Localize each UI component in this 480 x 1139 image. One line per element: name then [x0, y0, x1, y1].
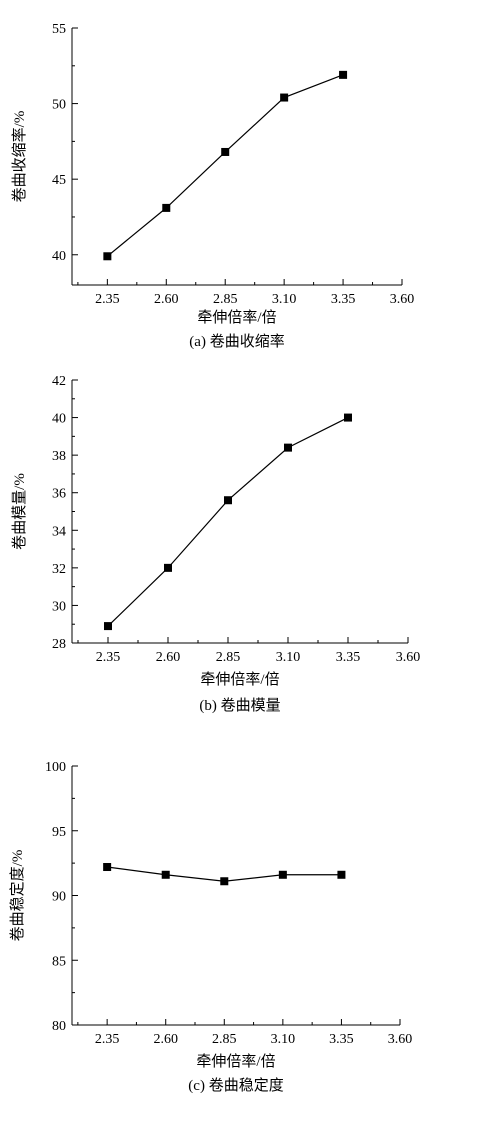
x-axis-label: 牵伸倍率/倍 — [197, 309, 276, 326]
y-tick-label: 45 — [52, 173, 66, 188]
data-point — [221, 147, 230, 156]
x-tick-label: 2.60 — [153, 1032, 178, 1047]
data-point — [162, 203, 171, 212]
y-tick-label: 34 — [52, 524, 66, 539]
x-tick-label: 2.35 — [95, 292, 120, 307]
x-tick-label: 3.10 — [271, 1032, 296, 1047]
data-point — [339, 70, 348, 79]
x-tick-label: 2.85 — [212, 1032, 237, 1047]
y-tick-label: 40 — [52, 412, 66, 427]
x-tick-label: 3.60 — [388, 1032, 413, 1047]
y-axis-label: 卷曲模量/% — [11, 473, 28, 550]
data-point — [104, 622, 112, 631]
y-tick-label: 32 — [52, 562, 66, 577]
x-tick-label: 2.60 — [154, 292, 179, 307]
y-tick-label: 36 — [52, 487, 66, 502]
data-point — [103, 863, 112, 872]
y-tick-label: 40 — [52, 249, 66, 264]
chart-caption: (a) 卷曲收缩率 — [189, 333, 284, 350]
y-tick-label: 95 — [52, 825, 66, 840]
data-point — [220, 877, 229, 886]
x-tick-label: 2.85 — [213, 292, 238, 307]
data-point — [337, 870, 346, 879]
data-point — [280, 93, 289, 102]
x-tick-label: 3.35 — [329, 1032, 354, 1047]
x-tick-label: 2.35 — [96, 650, 121, 665]
chart-caption: (c) 卷曲稳定度 — [188, 1077, 283, 1094]
x-tick-label: 3.35 — [331, 292, 356, 307]
y-tick-label: 55 — [52, 22, 66, 37]
data-point — [278, 870, 287, 879]
y-tick-label: 30 — [52, 599, 66, 614]
x-tick-label: 3.60 — [390, 292, 415, 307]
x-tick-label: 3.60 — [396, 650, 421, 665]
x-tick-label: 2.60 — [156, 650, 181, 665]
series-line — [107, 417, 349, 627]
y-tick-label: 100 — [45, 760, 66, 775]
y-tick-label: 42 — [52, 374, 66, 389]
x-axis-label: 牵伸倍率/倍 — [200, 671, 279, 688]
data-point — [164, 563, 172, 572]
chart-0: 2.35 2.60 2.85 3.10 3.35 3.60 40 45 50 55 卷曲收缩率/% 牵… — [11, 22, 414, 350]
data-point — [344, 413, 352, 422]
y-axis-label: 卷曲收缩率/% — [11, 111, 28, 203]
y-tick-label: 85 — [52, 954, 66, 969]
y-tick-label: 90 — [52, 890, 66, 905]
data-point — [284, 443, 292, 452]
data-point — [161, 870, 170, 879]
x-axis-label: 牵伸倍率/倍 — [196, 1053, 275, 1070]
x-tick-label: 3.10 — [276, 650, 301, 665]
series-line — [106, 74, 344, 257]
y-tick-label: 50 — [52, 98, 66, 113]
x-tick-label: 3.35 — [336, 650, 361, 665]
y-tick-label: 28 — [52, 637, 66, 652]
x-tick-label: 2.35 — [95, 1032, 120, 1047]
data-point — [103, 252, 112, 261]
y-axis-label: 卷曲稳定度/% — [9, 850, 26, 942]
chart-caption: (b) 卷曲模量 — [199, 697, 280, 714]
y-tick-label: 80 — [52, 1019, 66, 1034]
data-point — [224, 496, 232, 505]
x-tick-label: 3.10 — [272, 292, 297, 307]
chart-1: 2.35 2.60 2.85 3.10 3.35 3.60 28 30 32 34 36 38 40 42… — [11, 374, 420, 714]
y-tick-label: 38 — [52, 449, 66, 464]
x-tick-label: 2.85 — [216, 650, 241, 665]
chart-2: 2.35 2.60 2.85 3.10 3.35 3.60 80 85 90 95 100 卷曲稳定度… — [9, 760, 412, 1094]
